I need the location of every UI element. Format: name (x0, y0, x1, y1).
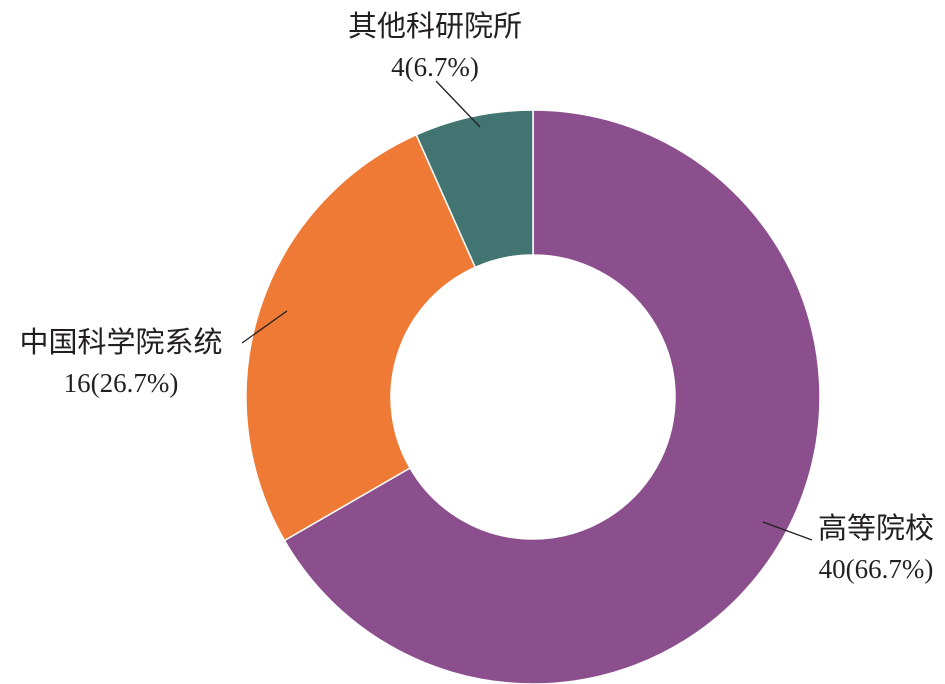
slice-cas-system (245, 133, 477, 542)
value-higher-education: 40(66.7%) (819, 554, 934, 584)
slice-higher-education (283, 109, 821, 684)
label-cas-system: 中国科学院系统 (19, 326, 222, 359)
label-other-institutes: 其他科研院所 (348, 10, 522, 43)
leader-lines (241, 80, 813, 541)
slice-other-institutes (415, 109, 534, 269)
value-cas-system: 16(26.7%) (64, 368, 179, 398)
leader-line-higher-education (762, 521, 813, 541)
leader-line-other-institutes (435, 80, 481, 128)
value-other-institutes: 4(6.7%) (391, 52, 479, 82)
label-higher-education: 高等院校 (818, 512, 934, 545)
donut-slices (245, 109, 821, 684)
leader-line-cas-system (241, 310, 288, 344)
